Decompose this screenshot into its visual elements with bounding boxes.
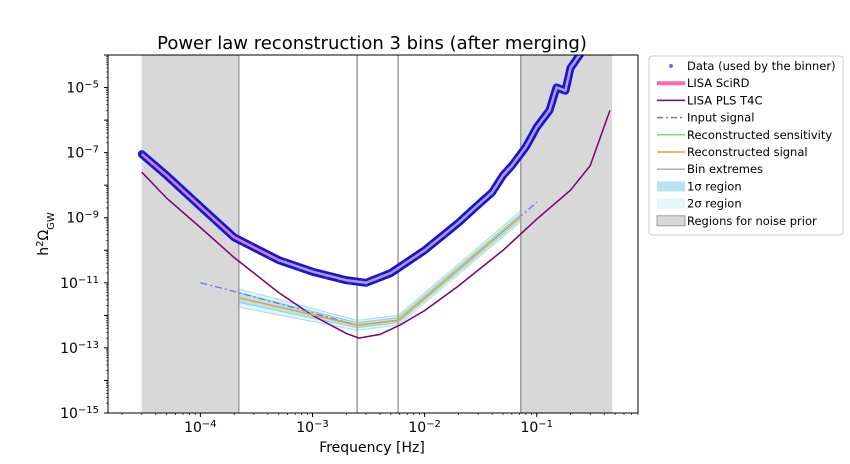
- chart-title: Power law reconstruction 3 bins (after m…: [157, 33, 587, 54]
- noise-region-0: [141, 55, 239, 413]
- series-lines: [137, 55, 611, 339]
- x-tick-label: 10−1: [520, 419, 553, 437]
- legend-label: 2σ region: [687, 197, 742, 211]
- y-tick-label: 10−7: [66, 144, 99, 162]
- legend-marker: [669, 64, 673, 68]
- x-tick-label: 10−4: [184, 419, 217, 437]
- data-marker: [140, 150, 144, 154]
- legend-label: 1σ region: [687, 179, 742, 193]
- y-tick-label: 10−11: [60, 274, 99, 292]
- lisa-pls-line: [141, 110, 611, 339]
- legend-label: LISA PLS T4C: [687, 93, 763, 107]
- y-tick-label: 10−13: [60, 339, 99, 357]
- y-tick-label: 10−5: [66, 79, 99, 97]
- legend-label: LISA SciRD: [687, 76, 750, 90]
- x-axis-label: Frequency [Hz]: [319, 440, 425, 456]
- legend-entry: 1σ region: [657, 179, 742, 193]
- legend-patch: [657, 198, 685, 209]
- legend-entry: 2σ region: [657, 197, 742, 211]
- reconstructed-signal-line: [238, 215, 522, 326]
- y-axis-label: h2ΩGW: [35, 212, 57, 256]
- legend: Data (used by the binner) LISA SciRD LISA …: [648, 55, 844, 236]
- legend-label: Input signal: [687, 111, 754, 125]
- legend-label: Data (used by the binner): [687, 59, 836, 73]
- legend-label: Reconstructed sensitivity: [687, 128, 832, 142]
- bin-extremes: [238, 55, 522, 413]
- legend-entry: Reconstructed signal: [657, 145, 808, 159]
- y-tick-label: 10−15: [60, 405, 99, 423]
- noise-region-1: [520, 55, 613, 413]
- lisa-scird-line-highlight: [141, 153, 280, 261]
- legend-patch: [657, 181, 685, 192]
- legend-label: Bin extremes: [687, 162, 763, 176]
- legend-label: Reconstructed signal: [687, 145, 808, 159]
- legend-patch: [656, 215, 686, 227]
- noise-prior-regions: [141, 55, 613, 413]
- legend-frame: [648, 55, 844, 236]
- legend-entry: Bin extremes: [657, 162, 763, 176]
- y-axis-ticks: 10−15 10−13 10−11 10−9 10−7 10−5: [60, 54, 108, 423]
- legend-entry: Regions for noise prior: [656, 214, 817, 228]
- x-tick-label: 10−3: [296, 419, 329, 437]
- legend-entry: Input signal: [657, 111, 754, 125]
- x-tick-label: 10−2: [408, 419, 441, 437]
- legend-label: Regions for noise prior: [687, 214, 817, 228]
- legend-entry: Data (used by the binner): [669, 59, 836, 73]
- data-marker: [364, 283, 368, 287]
- legend-entry: Reconstructed sensitivity: [657, 128, 832, 142]
- x-axis-ticks: 10−4 10−3 10−2 10−1: [121, 413, 639, 437]
- y-tick-label: 10−9: [66, 209, 99, 227]
- plot-frame: [107, 54, 639, 414]
- legend-entry: LISA SciRD: [657, 76, 750, 90]
- legend-entry: LISA PLS T4C: [657, 93, 763, 107]
